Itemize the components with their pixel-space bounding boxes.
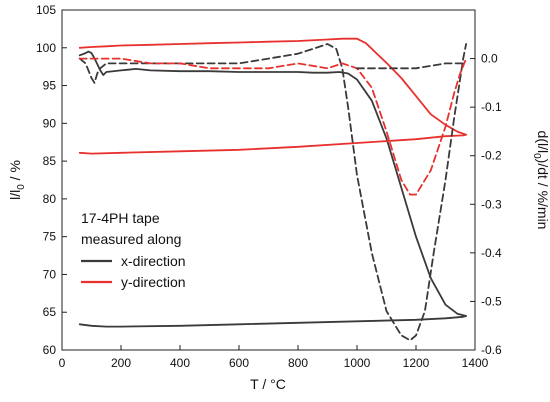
right-axis-title-prefix: d(l/l: [535, 131, 550, 154]
series-x-direction-rate: [78, 43, 468, 342]
plot-frame: [61, 9, 476, 351]
left-tick-label: 85: [43, 154, 57, 168]
x-tick-label: 800: [288, 356, 308, 370]
left-tick-label: 80: [43, 192, 57, 206]
left-tick-label: 65: [43, 305, 57, 319]
left-axis-title-suffix: / %: [7, 160, 23, 184]
right-tick-label: -0.4: [481, 246, 502, 260]
x-tick-label: 200: [111, 356, 131, 370]
left-axis-title-base: l/l: [7, 190, 23, 200]
left-tick-label: 60: [43, 343, 57, 357]
left-tick-label: 100: [36, 41, 56, 55]
right-tick-label: -0.5: [481, 294, 502, 308]
right-tick-label: 0.0: [481, 52, 498, 66]
left-tick-label: 105: [36, 3, 56, 17]
left-axis-ticks: 60 65 70 75 80 85 90 95 100 105: [36, 3, 67, 357]
series-y-direction-rate: [78, 57, 468, 196]
legend-title-line1: 17-4PH tape: [81, 210, 160, 226]
left-axis-title-sub: 0: [16, 184, 27, 190]
right-tick-label: -0.3: [481, 197, 502, 211]
legend: 17-4PH tape measured along x-direction y…: [81, 210, 186, 290]
left-axis-title: l/l0 / %: [7, 160, 27, 200]
series-x-direction-rate: [356, 62, 468, 70]
right-axis-title-suffix: )/dt / %/min: [535, 159, 550, 230]
x-tick-label: 1400: [462, 356, 489, 370]
legend-label-x-direction: x-direction: [121, 253, 186, 269]
right-tick-label: -0.2: [481, 149, 502, 163]
series-layer: [78, 37, 468, 342]
x-axis-title: T / °C: [250, 376, 286, 392]
right-axis-ticks: 0.0 -0.1 -0.2 -0.3 -0.4 -0.5 -0.6: [470, 52, 502, 357]
x-tick-label: 0: [59, 356, 66, 370]
x-tick-label: 1200: [403, 356, 430, 370]
x-tick-label: 600: [229, 356, 249, 370]
left-tick-label: 75: [43, 230, 57, 244]
right-tick-label: -0.6: [481, 343, 502, 357]
legend-title-line2: measured along: [81, 231, 181, 247]
left-tick-label: 90: [43, 116, 57, 130]
right-tick-label: -0.1: [481, 100, 502, 114]
right-axis-title-sub: 0: [531, 153, 542, 159]
x-tick-label: 1000: [344, 356, 371, 370]
right-axis-title: d(l/l0)/dt / %/min: [531, 131, 550, 230]
x-axis-ticks: 0 200 400 600 800 1000 1200 1400: [59, 345, 489, 370]
legend-label-y-direction: y-direction: [121, 274, 186, 290]
series-x-direction-length: [78, 50, 468, 328]
left-tick-label: 70: [43, 267, 57, 281]
series-y-direction-length: [78, 37, 468, 155]
x-tick-label: 400: [170, 356, 190, 370]
left-tick-label: 95: [43, 79, 57, 93]
